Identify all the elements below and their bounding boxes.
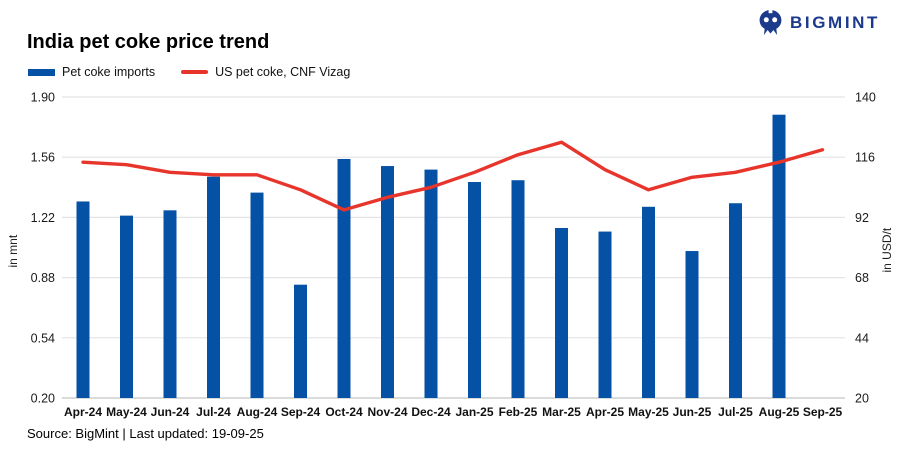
x-tick-label: May-24 [106,405,147,419]
bar [250,192,264,398]
bar [424,169,438,398]
bar [294,284,307,398]
y-tick-label-left: 0.88 [31,271,55,285]
legend-item-price: US pet coke, CNF Vizag [181,65,350,79]
price-line [81,140,825,212]
bar [468,181,481,398]
x-tick-label: Nov-24 [367,405,407,419]
x-tick-label: Mar-25 [542,405,581,419]
x-tick-label: Dec-24 [411,405,451,419]
footer-source: Source: BigMint | Last updated: 19-09-25 [27,426,264,441]
y-tick-label-left: 0.20 [31,392,55,406]
page-title: India pet coke price trend [27,31,270,53]
brand-logo: BIGMINT [758,9,880,36]
y-tick-label-right: 44 [855,331,869,345]
x-tick-label: Feb-25 [499,405,538,419]
legend-line-swatch [181,70,209,74]
y-tick-label-right: 20 [855,392,869,406]
y-tick-label-left: 1.90 [31,91,55,105]
x-tick-label: Aug-24 [237,405,278,419]
bigmint-logo-text: BIGMINT [790,12,880,32]
bar [772,114,786,399]
x-tick-label: Jul-25 [718,405,753,419]
x-tick-label: Jun-24 [151,405,190,419]
x-tick-label: Sep-24 [281,405,321,419]
axis-title-left: in mnt [6,234,20,267]
x-tick-label: May-25 [628,405,669,419]
y-tick-label-right: 92 [855,211,869,225]
bar [729,203,742,398]
legend-label-imports: Pet coke imports [62,65,156,79]
x-tick-label: Jun-25 [673,405,712,419]
x-tick-label: Jul-24 [196,405,231,419]
y-tick-label-left: 1.22 [31,211,55,225]
bar [207,176,220,398]
bar [120,215,133,398]
bar [685,251,699,398]
y-tick-label-left: 1.56 [31,151,55,165]
x-tick-label: Aug-25 [759,405,800,419]
legend-bar-swatch [28,68,55,76]
bar [598,231,612,398]
y-tick-label-right: 116 [855,151,875,165]
y-tick-label-right: 68 [855,271,869,285]
bar [381,166,394,398]
bar [76,201,90,398]
y-tick-label-right: 140 [855,91,876,105]
y-tick-label-left: 0.54 [31,331,55,345]
x-tick-label: Apr-24 [64,405,102,419]
legend-label-price: US pet coke, CNF Vizag [215,65,351,79]
bar [163,210,177,398]
axis-title-right: in USD/t [880,227,894,272]
x-tick-label: Sep-25 [803,405,843,419]
chart-legend: Pet coke imports US pet coke, CNF Vizag [28,65,350,79]
bar [555,228,568,398]
x-tick-label: Apr-25 [586,405,624,419]
bar [511,180,525,398]
x-tick-label: Jan-25 [455,405,493,419]
bar [337,158,351,398]
legend-item-imports: Pet coke imports [28,65,155,79]
x-tick-label: Oct-24 [325,405,363,419]
bar [642,206,655,398]
bigmint-logo-icon [759,9,782,35]
